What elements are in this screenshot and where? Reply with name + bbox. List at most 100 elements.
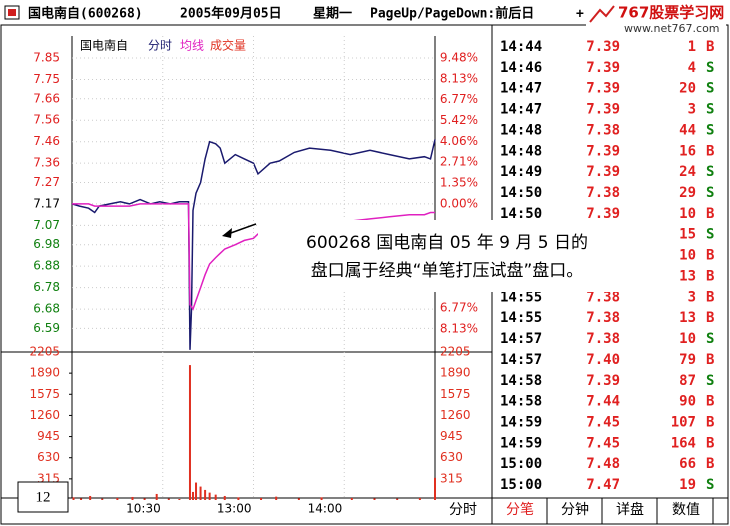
tick-time: 14:50 — [500, 185, 542, 201]
tick-side: B — [706, 289, 714, 305]
tab[interactable]: 分钟 — [561, 501, 589, 518]
y2-tick-label: 1.35% — [440, 176, 478, 190]
figure-number-box — [17, 481, 69, 513]
tick-price: 7.48 — [586, 456, 620, 472]
y-tick-label: 6.78 — [33, 280, 60, 294]
tick-side: B — [706, 435, 714, 451]
y-tick-label: 1575 — [29, 387, 60, 401]
legend-entry: 均线 — [180, 39, 204, 53]
y-tick-label: 7.27 — [33, 175, 60, 189]
tick-volume: 24 — [679, 164, 696, 180]
tick-side: S — [706, 81, 714, 97]
y2-tick-label: 630 — [440, 450, 463, 464]
y-tick-label: 630 — [37, 450, 60, 464]
tick-time: 14:57 — [500, 331, 542, 347]
annotation-arrowhead — [222, 228, 232, 238]
tick-volume: 10 — [679, 331, 696, 347]
figure-number: 12 — [36, 489, 51, 505]
volume-bar — [434, 477, 436, 500]
tick-volume: 13 — [679, 310, 696, 326]
tick-price: 7.39 — [586, 81, 620, 97]
tick-side: B — [706, 248, 714, 264]
tick-price: 7.47 — [586, 477, 620, 493]
tick-time: 14:48 — [500, 122, 542, 138]
volume-bar — [396, 498, 399, 500]
tick-price: 7.45 — [586, 414, 620, 430]
tick-volume: 3 — [688, 289, 696, 305]
volume-bar — [350, 497, 353, 500]
y-tick-label: 6.88 — [33, 259, 60, 273]
volume-bar — [89, 495, 92, 500]
tab[interactable]: 数值 — [672, 502, 700, 518]
volume-bar — [373, 498, 376, 500]
tick-side: B — [706, 352, 714, 368]
volume-bar — [199, 486, 202, 500]
annotation-line: 盘口属于经典“单笔打压试盘”盘口。 — [311, 261, 584, 281]
tab[interactable]: 分笔 — [506, 502, 534, 518]
tick-price: 7.40 — [586, 352, 620, 368]
tick-price: 7.39 — [586, 102, 620, 118]
tick-time: 14:50 — [500, 206, 542, 222]
tick-volume: 4 — [688, 60, 696, 76]
legend-entry: 成交量 — [210, 38, 246, 53]
tick-side: S — [706, 185, 714, 201]
tick-time: 14:46 — [500, 60, 542, 76]
y-tick-label: 7.75 — [33, 72, 60, 86]
tick-price: 7.38 — [586, 122, 620, 138]
tab[interactable]: 分时 — [449, 502, 477, 518]
tick-volume: 107 — [671, 414, 696, 430]
tick-side: S — [706, 102, 714, 118]
tick-price: 7.39 — [586, 206, 620, 222]
tick-volume: 1 — [688, 39, 696, 55]
y2-tick-label: 1575 — [440, 387, 471, 401]
tick-side: B — [706, 310, 714, 326]
tick-side: B — [706, 268, 714, 284]
legend-title: 国电南自 — [80, 38, 128, 53]
logo-icon — [589, 5, 615, 23]
tick-volume: 66 — [679, 456, 696, 472]
tick-price: 7.38 — [586, 331, 620, 347]
volume-bar — [297, 498, 300, 500]
tick-volume: 29 — [679, 185, 696, 201]
y-tick-label: 6.98 — [33, 237, 60, 251]
y2-tick-label: 2.71% — [440, 155, 478, 169]
tick-volume: 44 — [679, 122, 696, 138]
y-tick-label: 6.59 — [33, 321, 60, 335]
y2-tick-label: 315 — [440, 471, 463, 485]
volume-bar — [418, 497, 421, 500]
tick-time: 15:00 — [500, 477, 542, 493]
y-tick-label: 2205 — [29, 345, 60, 359]
y-tick-label: 7.17 — [33, 196, 60, 210]
y2-tick-label: 0.00% — [440, 196, 478, 210]
tick-time: 14:47 — [500, 102, 542, 118]
volume-bar — [320, 497, 323, 500]
y2-tick-label: 1890 — [440, 366, 471, 380]
volume-bar — [80, 498, 83, 500]
price-line — [71, 139, 436, 350]
volume-bar — [195, 482, 198, 500]
chart-layer: 7.85 7.75 7.66 7.56 7.46 7.36 7.27 7.17 7.07 6.98… — [29, 36, 714, 524]
y2-tick-label: 6.77% — [440, 92, 478, 106]
logo-name: 767股票学习网 — [618, 4, 724, 22]
tick-volume: 3 — [688, 102, 696, 118]
annotation-box — [258, 220, 636, 292]
tick-volume: 79 — [679, 352, 696, 368]
annotation-arrow — [227, 223, 257, 235]
volume-bar — [275, 496, 278, 500]
tick-volume: 19 — [679, 477, 696, 493]
tick-side: B — [706, 394, 714, 410]
x-tick-label: 14:00 — [308, 502, 343, 516]
y-tick-label: 1260 — [29, 408, 60, 422]
volume-bar — [188, 365, 191, 500]
volume-bar — [208, 492, 211, 500]
tick-side: S — [706, 60, 714, 76]
volume-bar — [192, 491, 194, 500]
y2-tick-label: 9.48% — [440, 51, 478, 65]
tick-time: 14:55 — [500, 289, 542, 305]
tick-time: 14:57 — [500, 352, 542, 368]
y2-tick-label: 5.42% — [440, 113, 478, 127]
legend-entry: 分时 — [148, 39, 172, 53]
tick-price: 7.39 — [586, 60, 620, 76]
tab[interactable]: 详盘 — [616, 501, 644, 518]
